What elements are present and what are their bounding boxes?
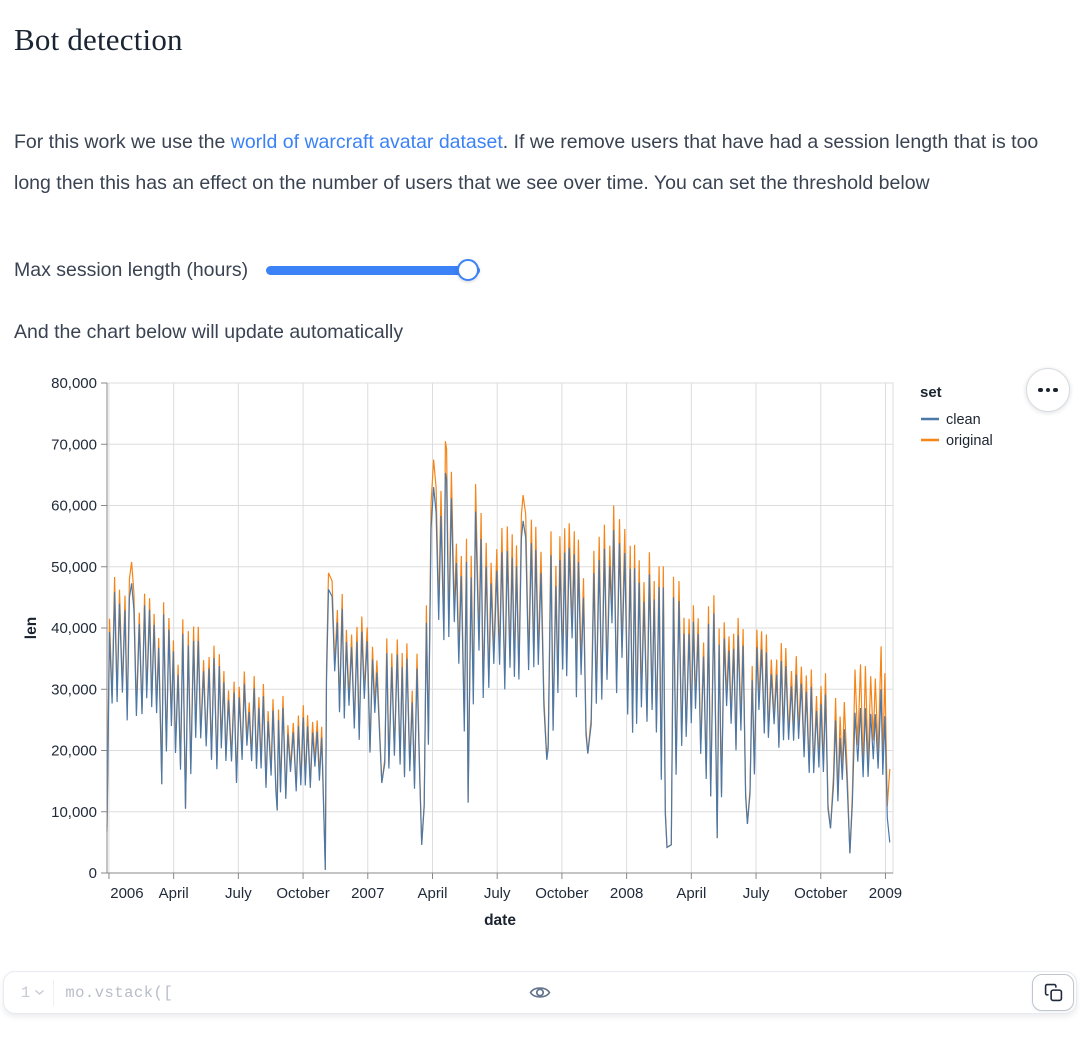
x-tick-label: July (225, 885, 252, 902)
chevron-down-icon (35, 989, 45, 995)
x-tick-label: 2007 (351, 885, 384, 902)
y-tick-label: 30,000 (51, 681, 97, 698)
intro-text-before: For this work we use the (14, 130, 231, 153)
dataset-link[interactable]: world of warcraft avatar dataset (230, 130, 503, 153)
x-axis-title: date (484, 912, 516, 929)
slider-thumb[interactable] (457, 259, 480, 281)
y-tick-label: 0 (89, 865, 97, 882)
line-number: 1 (21, 983, 31, 1002)
code-visibility-button[interactable] (527, 982, 554, 1003)
x-tick-label: April (676, 885, 706, 902)
y-tick-label: 40,000 (51, 620, 97, 637)
x-tick-label: October (535, 885, 588, 902)
y-tick-label: 20,000 (51, 743, 97, 760)
intro-text-after: . If we remove users that have had a ses… (14, 130, 1039, 194)
chart-note: And the chart below will update automati… (14, 321, 404, 343)
page-title: Bot detection (14, 22, 183, 57)
chart-svg: 0 10,000 20,000 30,000 40,000 50,000 60,000 70,… (23, 375, 993, 929)
x-tick-label: July (743, 885, 770, 902)
editor-divider (53, 979, 55, 1006)
clean-line (106, 472, 891, 870)
x-tick-label: 2006 (110, 885, 143, 902)
y-axis-title: len (23, 617, 40, 639)
max-session-length-slider[interactable] (266, 254, 481, 286)
collapse-cell-button[interactable] (34, 989, 45, 996)
y-tick-label: 60,000 (51, 498, 97, 515)
slider-row: Max session length (hours) (14, 254, 481, 286)
slider-track[interactable] (266, 266, 481, 275)
ellipsis-icon (1038, 387, 1043, 393)
x-tick-label: April (159, 885, 189, 902)
x-tick-label: July (484, 885, 511, 902)
chart-menu-button[interactable] (1026, 368, 1070, 412)
x-tick-label: October (794, 885, 847, 902)
x-tick-label: April (417, 885, 447, 902)
eye-icon (529, 987, 551, 998)
x-tick-label: October (276, 885, 329, 902)
editor-bar: 1 mo.vstack([ (3, 971, 1077, 1014)
y-tick-label: 70,000 (51, 436, 97, 453)
y-tick-label: 80,000 (51, 375, 97, 392)
intro-paragraph: For this work we use the world of warcra… (14, 122, 1060, 204)
legend-title: set (920, 384, 942, 401)
x-tick-label: 2009 (869, 885, 902, 902)
code-text[interactable]: mo.vstack([ (65, 983, 174, 1002)
y-tick-label: 50,000 (51, 559, 97, 576)
copy-output-button[interactable] (1032, 974, 1074, 1011)
line-chart: 0 10,000 20,000 30,000 40,000 50,000 60,000 70,… (0, 360, 1080, 940)
y-tick-label: 10,000 (51, 804, 97, 821)
slider-label: Max session length (hours) (14, 258, 249, 281)
x-tick-label: 2008 (610, 885, 643, 902)
legend-label-clean: clean (946, 412, 981, 428)
legend-label-original: original (946, 433, 993, 449)
copy-icon (1044, 983, 1062, 1002)
